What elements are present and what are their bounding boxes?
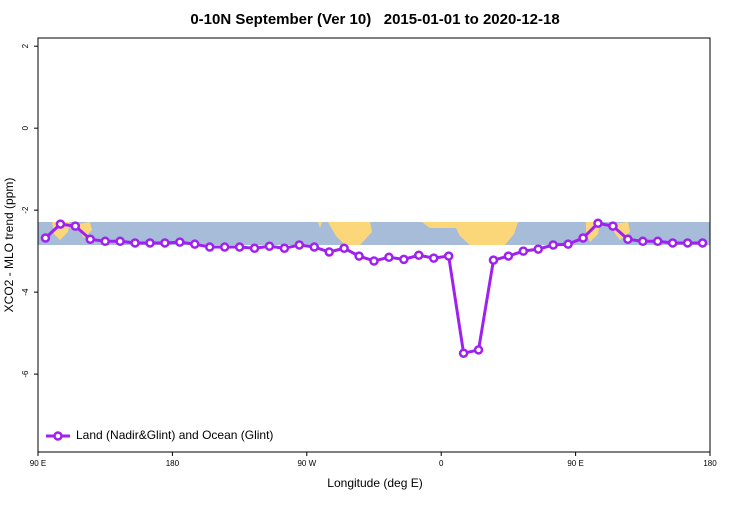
x-tick-label: 180 bbox=[703, 459, 717, 468]
point bbox=[175, 237, 185, 247]
point bbox=[414, 250, 424, 260]
point bbox=[458, 348, 469, 358]
x-tick-label: 0 bbox=[439, 459, 444, 468]
point bbox=[249, 243, 260, 254]
point bbox=[145, 238, 155, 248]
point bbox=[309, 242, 320, 252]
x-tick-label: 90 E bbox=[30, 459, 46, 468]
point bbox=[399, 254, 409, 265]
point bbox=[339, 243, 349, 254]
land bbox=[78, 222, 92, 238]
y-tick-label: 2 bbox=[21, 43, 30, 48]
x-axis-label: Longitude (deg E) bbox=[327, 476, 422, 490]
point bbox=[488, 255, 499, 265]
point bbox=[100, 236, 110, 247]
point bbox=[608, 221, 618, 231]
point bbox=[533, 244, 544, 254]
point bbox=[443, 251, 454, 261]
plot-frame bbox=[37, 37, 711, 453]
point bbox=[563, 239, 573, 249]
point bbox=[294, 240, 305, 250]
y-tick-label: -2 bbox=[21, 206, 30, 214]
y-tick-label: -6 bbox=[21, 370, 30, 378]
point bbox=[369, 256, 379, 266]
point bbox=[473, 345, 484, 355]
point bbox=[85, 234, 96, 245]
point bbox=[667, 238, 678, 248]
point bbox=[652, 236, 663, 247]
y-tick-label: 0 bbox=[21, 125, 30, 130]
point bbox=[70, 221, 81, 231]
map-strip bbox=[38, 222, 710, 245]
point bbox=[190, 239, 200, 249]
x-tick-label: 90 E bbox=[567, 459, 583, 468]
x-tick-label: 180 bbox=[166, 459, 180, 468]
point bbox=[279, 243, 290, 254]
point bbox=[234, 242, 245, 252]
point bbox=[130, 238, 140, 248]
point bbox=[682, 238, 693, 248]
point bbox=[264, 241, 275, 251]
point bbox=[324, 247, 334, 257]
land bbox=[422, 222, 518, 245]
chart-title: 0-10N September (Ver 10) 2015-01-01 to 2… bbox=[190, 11, 559, 28]
land bbox=[318, 222, 322, 228]
point bbox=[40, 233, 51, 243]
ocean bbox=[38, 222, 710, 245]
y-tick-label: -4 bbox=[21, 288, 30, 296]
point bbox=[160, 238, 170, 248]
point bbox=[354, 251, 364, 261]
point bbox=[518, 246, 529, 256]
legend-marker bbox=[53, 431, 63, 441]
x-tick-label: 90 W bbox=[297, 459, 316, 468]
legend-label: Land (Nadir&Glint) and Ocean (Glint) bbox=[76, 428, 273, 442]
point bbox=[115, 236, 125, 247]
point bbox=[55, 219, 66, 229]
point bbox=[593, 218, 603, 229]
point bbox=[697, 238, 708, 248]
point bbox=[384, 252, 394, 263]
point bbox=[204, 242, 215, 252]
y-axis-label: XCO2 - MLO trend (ppm) bbox=[2, 178, 16, 313]
point bbox=[623, 234, 633, 245]
point bbox=[578, 233, 588, 243]
point bbox=[428, 253, 439, 263]
point bbox=[548, 240, 558, 250]
point bbox=[503, 251, 514, 261]
land bbox=[328, 222, 372, 245]
point bbox=[219, 242, 230, 252]
point bbox=[638, 236, 648, 247]
